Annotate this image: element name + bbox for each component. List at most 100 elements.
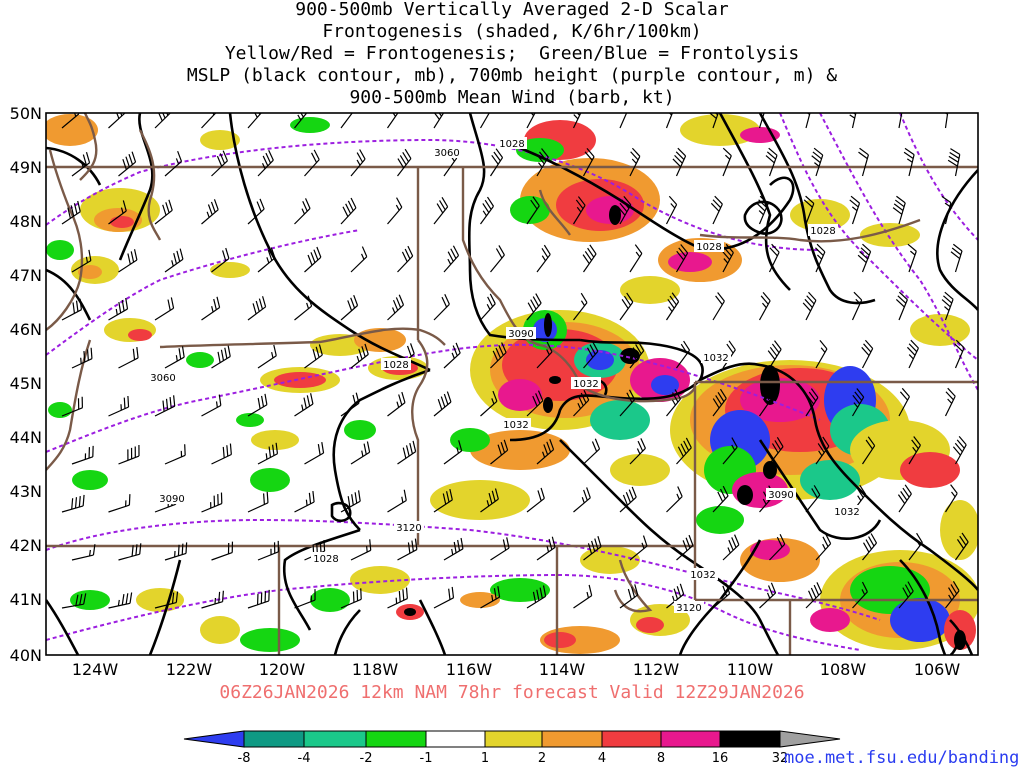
wind-barb xyxy=(397,245,414,273)
wind-barb xyxy=(858,147,869,177)
wind-barb xyxy=(304,149,320,177)
lon-label: 118W xyxy=(352,660,399,679)
wind-barb xyxy=(154,297,175,321)
wind-barb xyxy=(257,540,280,561)
wind-barb xyxy=(536,244,551,273)
lon-label: 114W xyxy=(539,660,586,679)
wind-barb xyxy=(861,339,874,369)
wind-barb xyxy=(71,445,94,465)
wind-barb xyxy=(433,586,455,609)
wind-barb xyxy=(164,150,183,177)
wind-barb xyxy=(387,391,406,417)
wind-barbs xyxy=(61,113,969,609)
wind-barb xyxy=(247,113,262,129)
colorbar-swatch xyxy=(779,730,841,748)
map-frame xyxy=(45,112,979,656)
wind-barb xyxy=(443,440,463,465)
wind-barb xyxy=(815,340,828,369)
colorbar-swatch xyxy=(183,730,245,748)
wind-barb xyxy=(164,346,185,369)
colorbar-swatch xyxy=(303,730,367,748)
wind-barb xyxy=(805,582,823,609)
wind-barb xyxy=(908,532,923,561)
wind-barb xyxy=(526,196,540,225)
wind-barb xyxy=(536,439,555,465)
wind-barb xyxy=(257,150,274,177)
colorbar-tick-label: -2 xyxy=(360,751,373,766)
wind-barb xyxy=(768,243,780,273)
height-label: 3090 xyxy=(508,329,533,340)
wind-barb xyxy=(257,247,276,273)
wind-barb xyxy=(108,200,127,225)
wind-barb xyxy=(350,246,368,273)
wind-barb xyxy=(490,245,505,273)
colorbar-swatch xyxy=(243,730,305,748)
wind-barb xyxy=(211,443,232,465)
wind-barb xyxy=(71,152,91,177)
wind-barb xyxy=(712,292,725,321)
wind-barb xyxy=(526,293,542,321)
wind-barb xyxy=(897,484,912,513)
wind-barb xyxy=(294,295,313,321)
wind-barb xyxy=(765,147,778,177)
wind-barb xyxy=(851,388,865,417)
wind-barb xyxy=(433,391,452,417)
wind-barb xyxy=(572,113,582,129)
colorbar-swatch xyxy=(601,730,662,748)
wind-barb xyxy=(108,395,130,417)
wind-barb xyxy=(61,494,85,513)
wind-barb xyxy=(480,293,496,321)
wind-barb xyxy=(950,243,963,273)
wind-barb xyxy=(164,444,186,465)
wind-barb xyxy=(201,394,222,417)
wind-barb xyxy=(247,589,270,609)
wind-barb xyxy=(108,113,126,129)
credit-link[interactable]: moe.met.fsu.edu/banding xyxy=(784,748,1020,768)
wind-barb xyxy=(433,197,449,225)
wind-barb xyxy=(767,340,782,369)
height-label: 3090 xyxy=(159,494,184,505)
wind-barb xyxy=(154,591,179,609)
wind-barb xyxy=(583,535,602,561)
lon-label: 120W xyxy=(259,660,306,679)
lat-label: 47N xyxy=(10,266,42,285)
lat-label: 49N xyxy=(10,158,42,177)
wind-barb xyxy=(665,292,680,321)
colorbar-tick-label: 1 xyxy=(481,751,489,766)
wind-barb xyxy=(71,249,92,273)
wind-barb xyxy=(722,437,738,465)
wind-barb xyxy=(722,534,740,561)
lon-label: 122W xyxy=(166,660,213,679)
wind-barb xyxy=(201,296,221,321)
pressure-label: 1028 xyxy=(810,226,835,237)
pressure-label: 1028 xyxy=(499,139,524,150)
lat-label: 41N xyxy=(10,590,42,609)
wind-barb xyxy=(759,388,773,417)
wind-barb xyxy=(908,436,921,465)
title-line-4: MSLP (black contour, mb), 700mb height (… xyxy=(186,65,838,86)
wind-barb xyxy=(815,243,826,273)
wind-barb xyxy=(573,389,590,417)
wind-barb xyxy=(350,539,372,561)
wind-barb xyxy=(952,435,967,465)
wind-barb xyxy=(108,297,129,321)
lon-label: 106W xyxy=(914,660,961,679)
wind-barb xyxy=(666,486,683,513)
colorbar: -8 -4 -2 -1 1 2 4 8 16 32 xyxy=(183,730,841,766)
wind-barb xyxy=(443,537,464,561)
wind-barb xyxy=(387,197,403,225)
wind-barb xyxy=(387,587,408,609)
wind-barb xyxy=(573,292,588,321)
height-label: 3120 xyxy=(396,523,421,534)
wind-barb xyxy=(619,584,639,609)
wind-barb xyxy=(118,346,139,369)
lat-label: 44N xyxy=(10,428,42,447)
wind-barb xyxy=(811,147,824,177)
title-line-5: 900-500mb Mean Wind (barb, kt) xyxy=(349,87,675,108)
colorbar-swatch xyxy=(365,730,427,748)
wind-barb xyxy=(164,248,184,273)
wind-barb xyxy=(526,113,536,129)
wind-barb xyxy=(490,537,510,561)
wind-barb xyxy=(397,538,418,561)
wind-barb xyxy=(526,390,544,417)
